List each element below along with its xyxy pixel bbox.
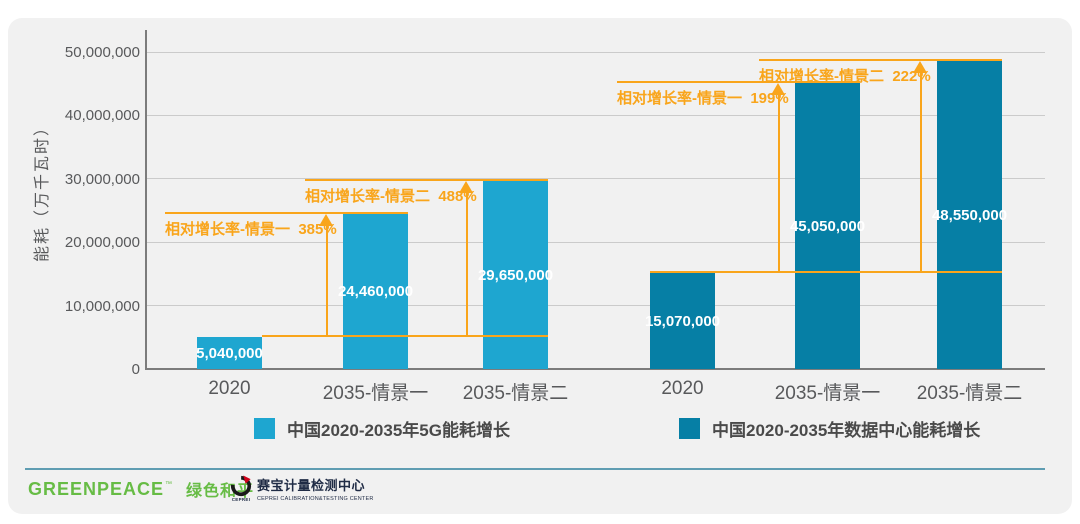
y-axis-tick-label: 50,000,000 [64,44,140,61]
annotation-top-line [759,59,1002,62]
x-axis-label: 2035-情景一 [322,383,429,404]
x-axis-line [145,368,1045,370]
annotation-baseline [262,335,548,338]
annotation-arrow-shaft [920,71,922,274]
gridline [147,114,1045,116]
legend-swatch-5g [254,418,275,439]
y-axis-tick-label: 40,000,000 [64,107,140,125]
annotation-top-line [617,81,860,84]
gridline [147,51,1045,53]
y-axis-tick-label: 30,000,000 [64,170,140,188]
bar: 29,650,000 [478,181,553,369]
y-axis-line [145,30,147,370]
bar: 45,050,000 [790,83,865,369]
legend-item-5g: 中国2020-2035年5G能耗增长 [254,416,510,441]
cepri-caption: CEPREI [231,497,251,502]
bar-value-label: 5,040,000 [196,344,263,362]
y-axis-tick-label: 10,000,000 [64,297,140,315]
bar: 15,070,000 [645,273,720,369]
bar-value-label: 24,460,000 [337,282,414,300]
y-axis-title: 能耗（万千瓦时） [34,118,51,263]
legend-item-datacenter: 中国2020-2035年数据中心能耗增长 [679,416,980,441]
annotation-arrow-shaft [778,93,780,274]
footer-divider [25,468,1045,470]
bar-value-label: 45,050,000 [789,217,866,235]
annotation-top-line [305,179,548,182]
cepri-logo-mark: CEPREI [230,475,252,502]
bar-value-label: 15,070,000 [644,312,721,330]
annotation-arrow-head [771,83,785,96]
gridline [147,305,1045,307]
greenpeace-chinese-name: 绿色和平 [186,483,255,500]
bar: 48,550,000 [932,61,1007,369]
annotation-arrow-head [459,181,473,194]
legend-label-datacenter: 中国2020-2035年数据中心能耗增长 [712,421,981,440]
annotation-arrow-head [319,213,333,226]
gridline [147,178,1045,180]
annotation-arrow-shaft [466,191,468,338]
trademark-symbol: ™ [165,480,173,488]
annotation-arrow-shaft [326,223,328,338]
y-axis-tick-label: 20,000,000 [64,234,140,252]
bar: 24,460,000 [338,213,413,369]
greenpeace-wordmark: GREENPEACE [28,478,165,499]
cepri-text-block: 赛宝计量检测中心 CEPREI CALIBRATION&TESTING CENT… [257,475,374,502]
x-axis-label: 2035-情景二 [916,383,1023,404]
x-axis-label: 2035-情景二 [462,383,569,404]
gridline [147,241,1045,243]
cepri-subtitle: CEPREI CALIBRATION&TESTING CENTER [257,496,374,502]
annotation-label: 相对增长率-情景二 222% [759,68,931,86]
cepri-logo: CEPREI 赛宝计量检测中心 CEPREI CALIBRATION&TESTI… [230,475,374,502]
annotation-label: 相对增长率-情景一 199% [617,90,789,108]
y-axis-tick-label: 0 [131,361,140,378]
annotation-baseline [650,271,1002,274]
annotation-label: 相对增长率-情景二 488% [305,188,477,206]
annotation-arrow-head [913,61,927,74]
annotation-top-line [165,211,408,214]
bar: 5,040,000 [196,337,263,369]
annotation-label: 相对增长率-情景一 385% [165,220,337,238]
legend-swatch-datacenter [679,418,700,439]
legend-label-5g: 中国2020-2035年5G能耗增长 [287,421,510,440]
x-axis-label: 2020 [661,378,704,399]
cepri-circle-icon [230,475,252,497]
x-axis-label: 2020 [208,378,251,399]
bar-value-label: 29,650,000 [477,266,554,284]
x-axis-label: 2035-情景一 [774,383,881,404]
greenpeace-logo: GREENPEACE ™ 绿色和平 [28,477,254,501]
bar-value-label: 48,550,000 [931,206,1008,224]
cepri-name: 赛宝计量检测中心 [257,478,366,493]
